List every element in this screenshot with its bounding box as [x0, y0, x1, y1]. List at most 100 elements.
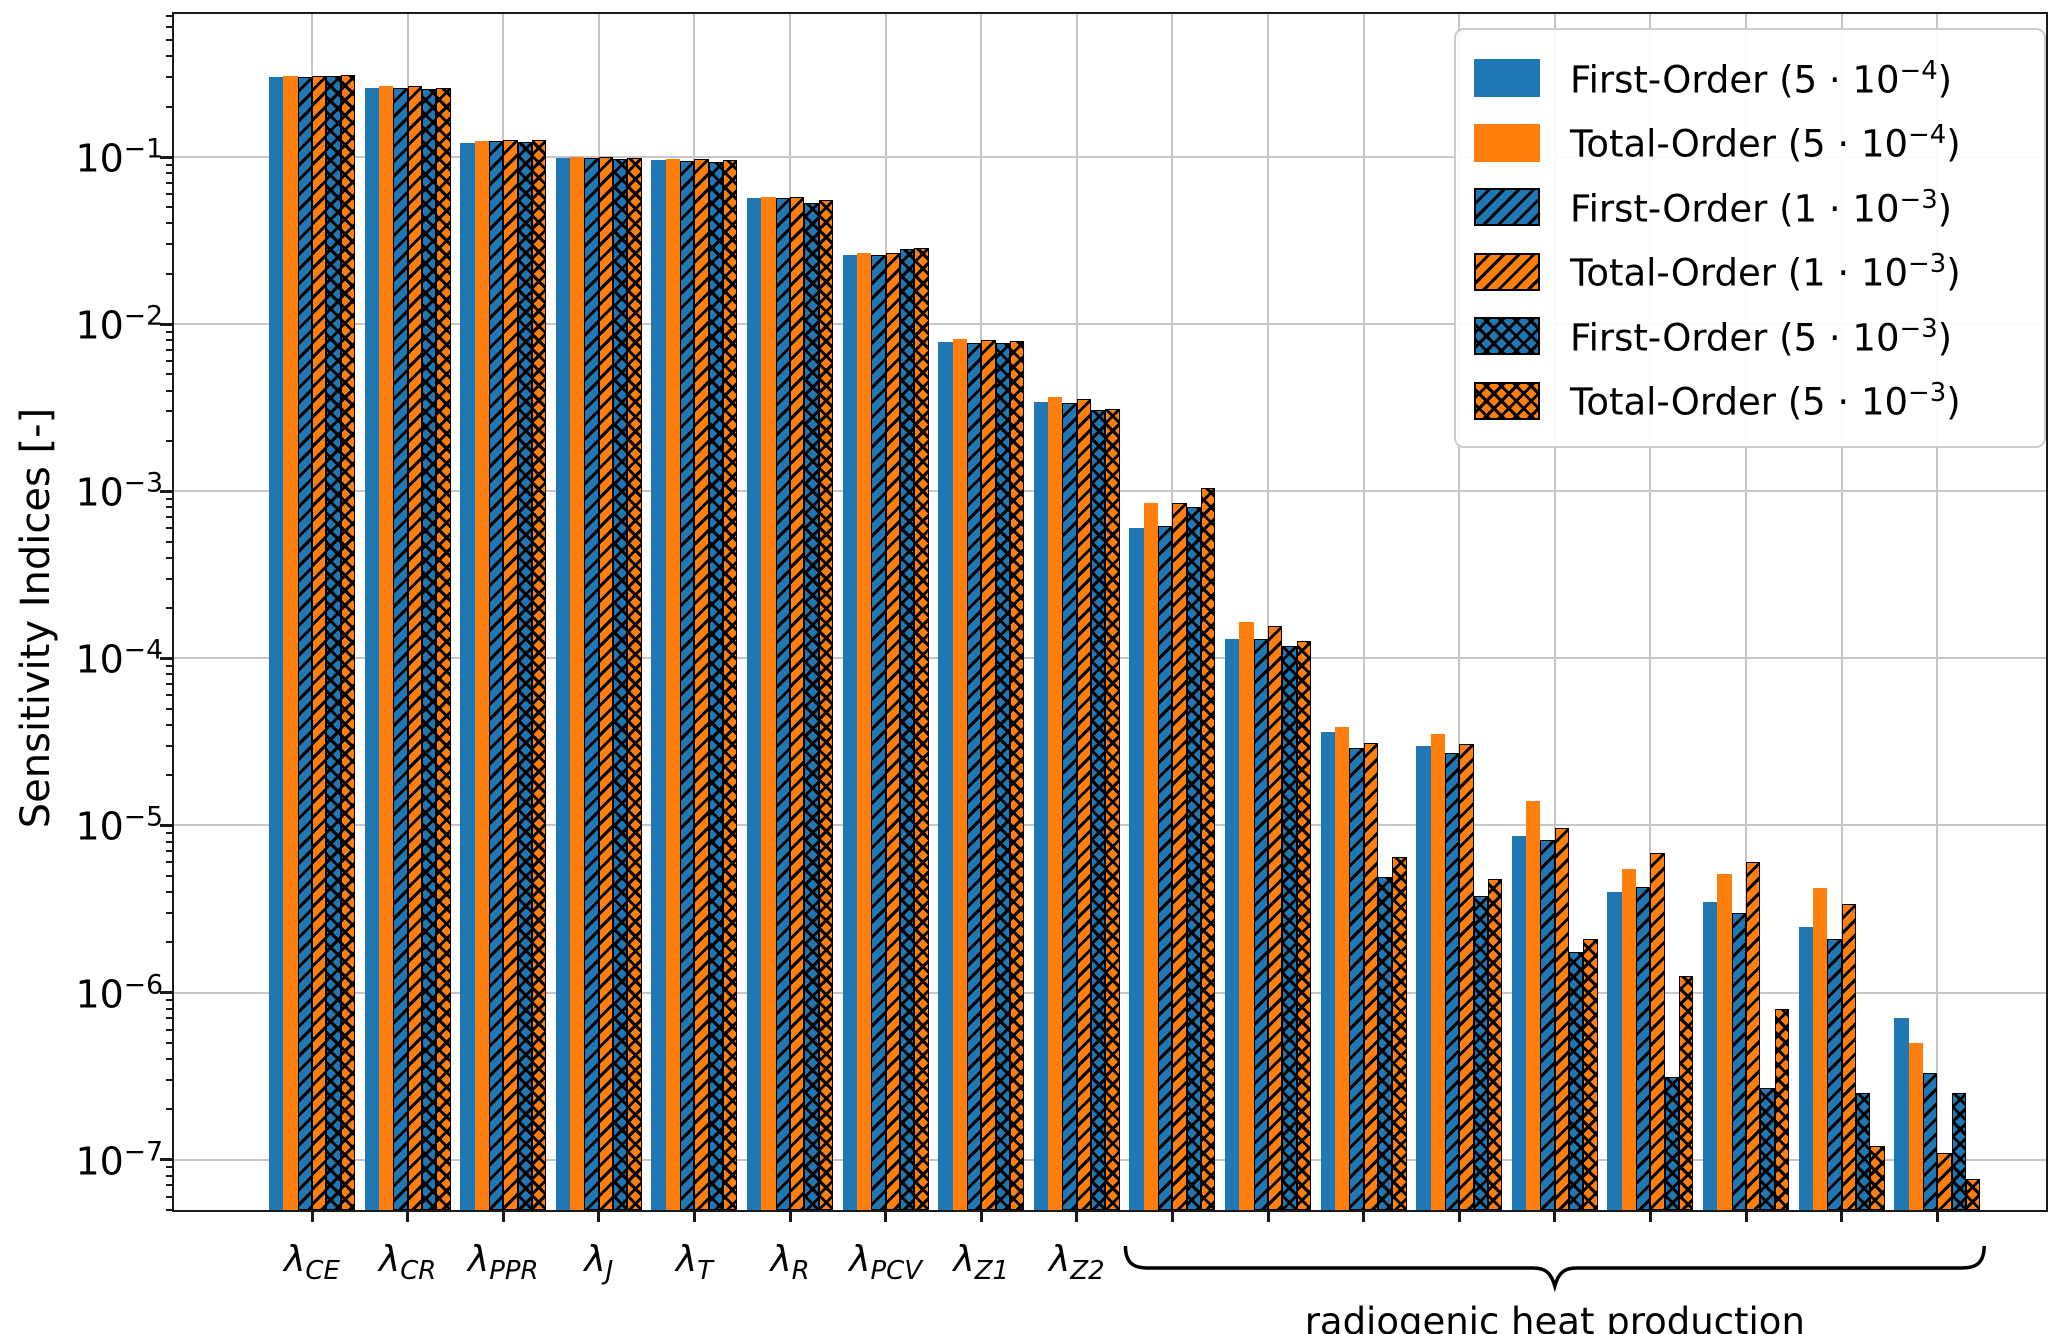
bar-lambda_PCV-cross-total: [914, 248, 929, 1210]
x-major-tick: [1075, 1210, 1079, 1222]
bar-rhp_6-cross-first: [1664, 1077, 1680, 1210]
bar-lambda_PCV-diag-total: [885, 253, 900, 1210]
y-tick-label: 10−2: [75, 300, 163, 348]
x-major-tick: [1840, 1210, 1844, 1222]
bar-lambda_J-cross-first: [613, 159, 628, 1210]
y-minor-tick: [166, 330, 174, 333]
bar-lambda_R-cross-total: [818, 200, 833, 1210]
y-minor-tick: [166, 850, 174, 853]
bar-rhp_6-diag-total: [1650, 853, 1665, 1210]
y-tick-label: 10−7: [75, 1136, 163, 1183]
y-major-tick: [160, 823, 174, 827]
bar-lambda_PPR-diag-total: [503, 139, 518, 1210]
legend-swatch-solid: [1474, 59, 1540, 98]
bar-lambda_Z2-cross-first: [1091, 410, 1106, 1210]
legend-item: Total-Order (5 · 10−3): [1474, 369, 2044, 434]
y-minor-tick: [166, 76, 174, 79]
y-major-tick: [160, 322, 174, 326]
bar-rhp_3-solid-total: [1334, 726, 1350, 1210]
bar-rhp_9-solid-first: [1894, 1018, 1909, 1210]
y-minor-tick: [166, 1195, 174, 1198]
bar-lambda_Z2-solid-first: [1033, 402, 1049, 1210]
y-tick-label: 10−1: [75, 133, 163, 181]
x-gridline: [1458, 14, 1461, 1210]
legend-swatch-solid: [1474, 123, 1540, 162]
bar-lambda_CE-cross-total: [340, 74, 355, 1210]
bar-rhp_4-solid-first: [1416, 745, 1431, 1210]
bar-lambda_J-cross-total: [627, 157, 642, 1210]
y-minor-tick: [166, 694, 174, 697]
y-minor-tick: [166, 172, 174, 175]
y-minor-tick: [166, 874, 174, 877]
bar-rhp_4-solid-total: [1430, 734, 1445, 1210]
y-tick-label: 10−5: [75, 802, 163, 849]
bar-rhp_6-cross-total: [1679, 976, 1694, 1210]
y-minor-tick: [166, 506, 174, 509]
y-minor-tick: [166, 439, 174, 442]
bar-rhp_8-diag-total: [1841, 903, 1856, 1210]
y-major-tick: [160, 489, 174, 493]
bar-lambda_PPR-diag-first: [488, 141, 504, 1210]
y-minor-tick: [166, 243, 174, 246]
x-tick-label: λCE: [284, 1239, 340, 1287]
y-minor-tick: [166, 1174, 174, 1177]
bar-lambda_Z1-diag-total: [981, 340, 996, 1210]
y-minor-tick: [166, 206, 174, 209]
bar-lambda_CR-cross-total: [436, 87, 451, 1210]
bar-lambda_CR-cross-first: [421, 89, 437, 1210]
x-major-tick: [597, 1210, 601, 1222]
bar-lambda_PCV-diag-first: [871, 254, 886, 1210]
bar-lambda_R-diag-first: [775, 197, 790, 1210]
x-tick-label: λPPR: [467, 1239, 539, 1287]
y-minor-tick: [166, 1057, 174, 1060]
brace-path: [1123, 1245, 1986, 1293]
y-minor-tick: [166, 1028, 174, 1031]
bar-rhp_1-solid-first: [1129, 528, 1144, 1210]
legend-label: Total-Order (1 · 10−3): [1570, 249, 1961, 295]
y-major-tick: [160, 656, 174, 660]
y-minor-tick: [166, 941, 174, 944]
bar-rhp_1-solid-total: [1143, 502, 1159, 1210]
x-major-tick: [1362, 1210, 1366, 1222]
bar-rhp_2-diag-total: [1268, 626, 1283, 1210]
bar-lambda_T-cross-total: [723, 159, 738, 1210]
y-minor-tick: [166, 497, 174, 500]
x-major-tick: [310, 1210, 314, 1222]
x-tick-label: λT: [675, 1239, 713, 1287]
bar-rhp_7-cross-total: [1774, 1008, 1789, 1210]
bar-lambda_CE-cross-first: [326, 76, 341, 1210]
y-minor-tick: [166, 272, 174, 275]
x-major-tick: [501, 1210, 505, 1222]
bar-rhp_9-diag-total: [1937, 1152, 1952, 1210]
bar-lambda_R-diag-total: [790, 196, 805, 1210]
y-minor-tick: [166, 181, 174, 184]
y-minor-tick: [166, 911, 174, 914]
bar-rhp_8-diag-first: [1827, 938, 1842, 1210]
y-tick-label: 10−4: [75, 634, 163, 682]
y-minor-tick: [166, 861, 174, 864]
x-major-tick: [1648, 1210, 1652, 1222]
y-minor-tick: [166, 222, 174, 225]
legend-swatch-diag: [1474, 252, 1540, 291]
legend-item: Total-Order (1 · 10−3): [1474, 240, 2044, 305]
y-minor-tick: [166, 1184, 174, 1187]
bar-lambda_J-diag-total: [598, 157, 614, 1210]
legend-item: Total-Order (5 · 10−4): [1474, 111, 2044, 176]
x-major-tick: [1744, 1210, 1748, 1222]
bar-rhp_1-diag-total: [1172, 502, 1187, 1210]
y-minor-tick: [166, 1108, 174, 1111]
x-major-tick: [1457, 1210, 1461, 1222]
bar-lambda_Z2-solid-total: [1048, 397, 1063, 1210]
bar-rhp_2-cross-first: [1282, 646, 1297, 1210]
bar-lambda_PCV-solid-total: [856, 253, 872, 1210]
x-tick-label: λJ: [584, 1239, 614, 1287]
y-minor-tick: [166, 1078, 174, 1081]
y-minor-tick: [166, 193, 174, 196]
bar-rhp_6-solid-first: [1607, 891, 1622, 1210]
x-gridline: [1267, 14, 1269, 1210]
x-major-tick: [1266, 1210, 1270, 1222]
y-minor-tick: [166, 723, 174, 726]
x-major-tick: [884, 1210, 888, 1222]
bar-lambda_CE-diag-first: [297, 77, 312, 1210]
y-minor-tick: [166, 890, 174, 893]
